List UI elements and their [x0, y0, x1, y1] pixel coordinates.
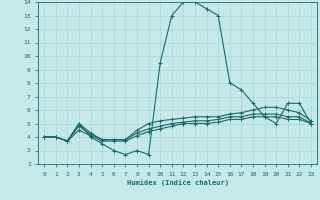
- X-axis label: Humidex (Indice chaleur): Humidex (Indice chaleur): [127, 179, 228, 186]
